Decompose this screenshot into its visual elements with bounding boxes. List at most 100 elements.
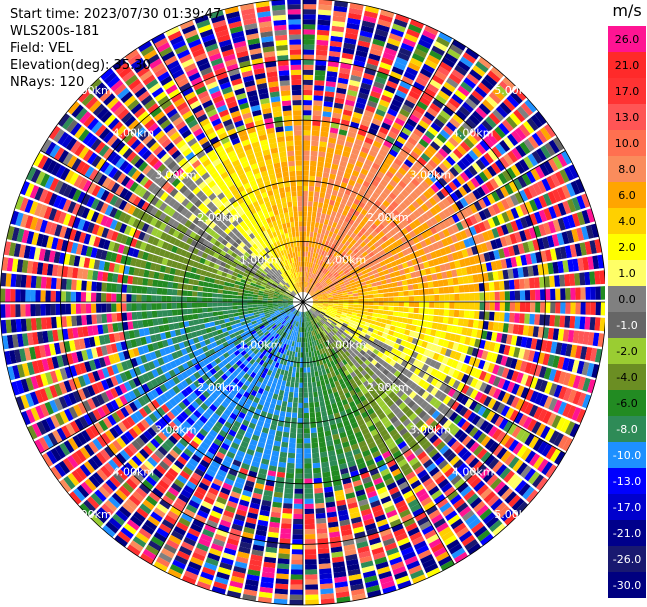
velocity-gate	[437, 201, 447, 211]
velocity-gate	[308, 262, 312, 268]
velocity-gate	[305, 554, 317, 560]
velocity-gate	[455, 109, 468, 121]
velocity-gate	[374, 199, 382, 208]
velocity-gate	[430, 329, 437, 337]
velocity-gate	[333, 10, 347, 18]
velocity-gate	[312, 304, 318, 307]
velocity-gate	[321, 239, 326, 246]
velocity-gate	[317, 386, 322, 392]
velocity-gate	[373, 241, 381, 248]
velocity-gate	[325, 312, 331, 316]
velocity-gate	[444, 486, 456, 497]
velocity-gate	[308, 351, 312, 358]
velocity-gate	[308, 246, 312, 253]
velocity-gate	[351, 203, 358, 210]
velocity-gate	[313, 247, 317, 254]
velocity-gate	[510, 91, 523, 105]
velocity-gate	[383, 157, 393, 166]
velocity-gate	[432, 315, 439, 323]
velocity-gate	[490, 498, 503, 511]
velocity-gate	[366, 339, 373, 346]
velocity-gate	[442, 419, 453, 430]
velocity-gate	[539, 163, 550, 177]
velocity-gate	[303, 246, 306, 252]
velocity-gate	[314, 275, 318, 280]
velocity-gate	[409, 382, 418, 391]
velocity-gate	[515, 255, 523, 267]
velocity-gate	[303, 145, 310, 151]
velocity-gate	[332, 280, 338, 285]
velocity-gate	[484, 454, 496, 467]
velocity-gate	[313, 396, 319, 403]
velocity-gate	[387, 441, 397, 450]
velocity-gate	[327, 66, 339, 73]
velocity-gate	[451, 252, 459, 261]
velocity-gate	[406, 318, 413, 325]
velocity-gate	[396, 281, 403, 287]
velocity-gate	[374, 420, 383, 429]
velocity-gate	[354, 332, 360, 338]
velocity-gate	[367, 226, 374, 234]
velocity-gate	[320, 380, 326, 386]
velocity-gate	[574, 243, 582, 257]
velocity-gate	[589, 317, 596, 331]
velocity-gate	[486, 165, 497, 177]
velocity-gate	[317, 390, 323, 397]
velocity-gate	[500, 405, 510, 417]
velocity-gate	[495, 188, 505, 200]
velocity-gate	[369, 167, 378, 175]
velocity-gate	[418, 437, 428, 447]
velocity-gate	[385, 364, 393, 372]
velocity-gate	[415, 242, 423, 250]
velocity-gate	[492, 444, 504, 457]
velocity-gate	[422, 246, 430, 254]
velocity-gate	[492, 203, 501, 215]
velocity-gate	[359, 247, 366, 254]
velocity-gate	[421, 413, 431, 423]
velocity-gate	[538, 195, 548, 208]
velocity-gate	[335, 266, 341, 272]
velocity-gate	[415, 433, 425, 443]
velocity-gate	[469, 203, 478, 214]
velocity-gate	[303, 387, 308, 393]
velocity-gate	[328, 338, 333, 345]
velocity-gate	[316, 523, 327, 529]
velocity-gate	[391, 320, 397, 327]
velocity-gate	[530, 338, 538, 350]
velocity-gate	[372, 38, 386, 47]
velocity-gate	[464, 336, 471, 346]
velocity-gate	[511, 130, 523, 143]
velocity-gate	[414, 406, 424, 416]
velocity-gate	[523, 228, 532, 241]
velocity-gate	[292, 366, 297, 373]
velocity-gate	[499, 312, 505, 322]
velocity-gate	[384, 273, 391, 280]
velocity-gate	[343, 172, 351, 180]
velocity-gate	[360, 281, 367, 286]
velocity-gate	[381, 354, 388, 361]
velocity-gate	[438, 363, 446, 372]
velocity-gate	[383, 187, 392, 196]
velocity-gate	[317, 277, 322, 283]
velocity-gate	[314, 280, 318, 286]
velocity-gate	[306, 236, 310, 242]
velocity-gate	[442, 255, 449, 263]
velocity-gate	[332, 20, 345, 28]
velocity-gate	[325, 334, 330, 340]
velocity-gate	[393, 362, 401, 370]
velocity-gate	[577, 376, 586, 391]
velocity-gate	[412, 359, 420, 367]
velocity-gate	[453, 285, 460, 293]
velocity-gate	[559, 274, 566, 287]
velocity-gate	[472, 110, 484, 123]
velocity-gate	[317, 227, 322, 234]
velocity-gate	[577, 257, 584, 271]
velocity-gate	[525, 253, 533, 265]
velocity-gate	[279, 451, 288, 458]
velocity-gate	[381, 318, 387, 324]
velocity-gate	[303, 64, 314, 70]
velocity-gate	[308, 346, 311, 353]
velocity-gate	[483, 491, 496, 504]
velocity-gate	[432, 352, 440, 361]
velocity-gate	[497, 378, 506, 389]
